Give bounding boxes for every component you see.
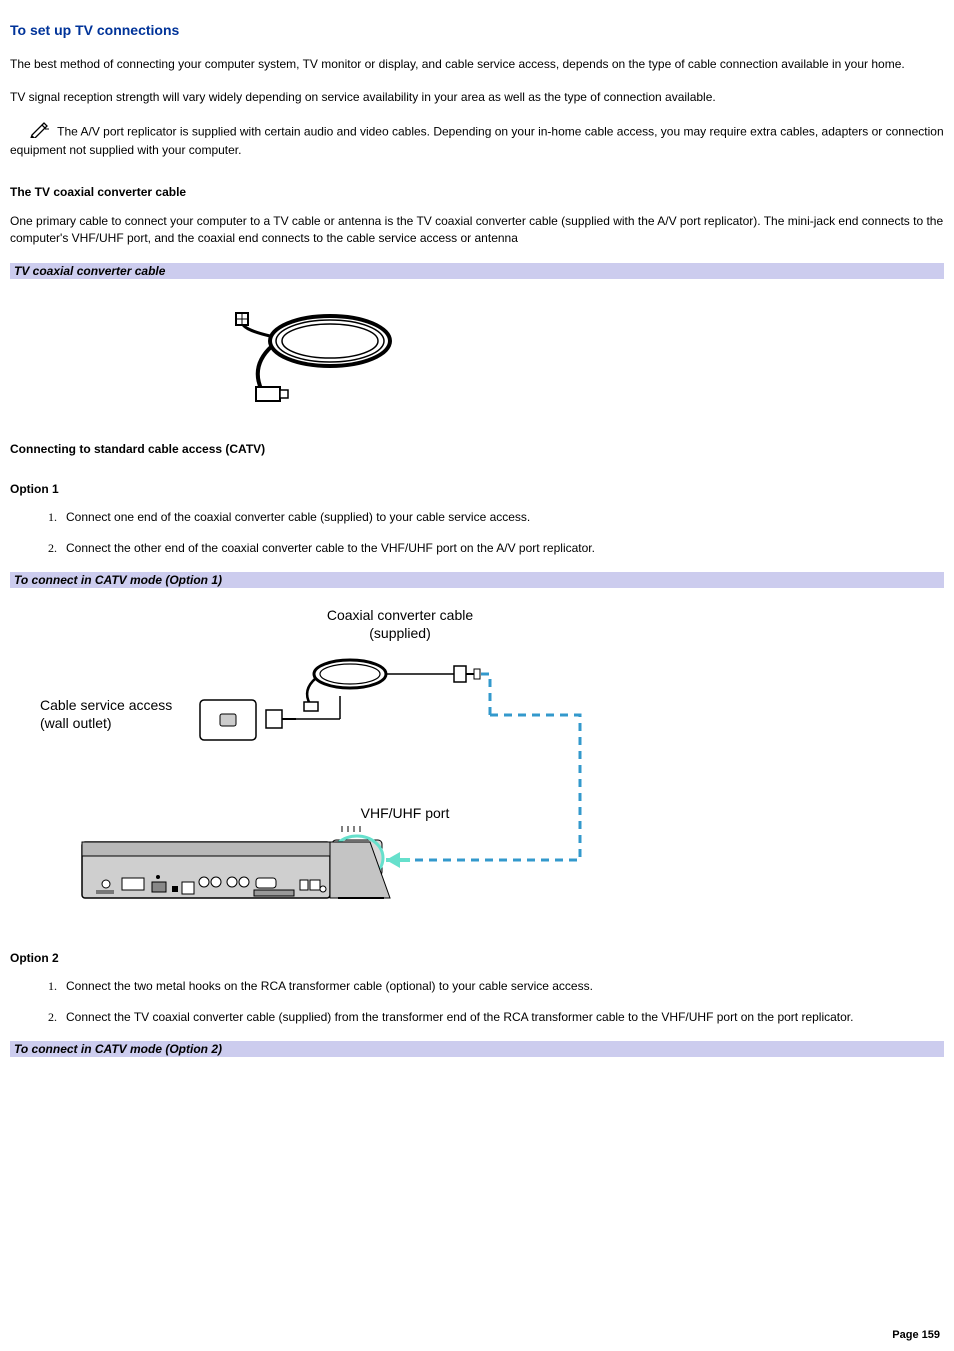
figure-label-cable: Coaxial converter cable bbox=[327, 607, 474, 623]
option2-caption: To connect in CATV mode (Option 2) bbox=[10, 1041, 944, 1057]
svg-text:(wall outlet): (wall outlet) bbox=[40, 715, 112, 731]
option1-heading: Option 1 bbox=[10, 482, 944, 496]
coax-caption: TV coaxial converter cable bbox=[10, 263, 944, 279]
pencil-icon bbox=[30, 122, 50, 143]
intro-paragraph-2: TV signal reception strength will vary w… bbox=[10, 89, 944, 106]
catv-heading: Connecting to standard cable access (CAT… bbox=[10, 442, 944, 456]
intro-paragraph-1: The best method of connecting your compu… bbox=[10, 56, 944, 73]
list-item: Connect the other end of the coaxial con… bbox=[60, 541, 944, 556]
svg-text:(supplied): (supplied) bbox=[369, 625, 430, 641]
figure-label-port: VHF/UHF port bbox=[361, 805, 450, 821]
list-item: Connect the TV coaxial converter cable (… bbox=[60, 1010, 944, 1025]
coax-heading: The TV coaxial converter cable bbox=[10, 185, 944, 199]
option2-steps: Connect the two metal hooks on the RCA t… bbox=[10, 979, 944, 1025]
note-block: The A/V port replicator is supplied with… bbox=[10, 122, 944, 160]
figure-label-wall: Cable service access bbox=[40, 697, 172, 713]
page-title: To set up TV connections bbox=[10, 22, 944, 38]
option2-heading: Option 2 bbox=[10, 951, 944, 965]
option1-caption: To connect in CATV mode (Option 1) bbox=[10, 572, 944, 588]
page-number: Page 159 bbox=[892, 1329, 940, 1341]
coax-body: One primary cable to connect your comput… bbox=[10, 213, 944, 247]
option1-steps: Connect one end of the coaxial converter… bbox=[10, 510, 944, 556]
list-item: Connect the two metal hooks on the RCA t… bbox=[60, 979, 944, 994]
option1-figure: Coaxial converter cable (supplied) Cable… bbox=[10, 600, 944, 923]
list-item: Connect one end of the coaxial converter… bbox=[60, 510, 944, 525]
note-text: The A/V port replicator is supplied with… bbox=[10, 124, 944, 157]
coax-cable-figure bbox=[10, 291, 944, 414]
